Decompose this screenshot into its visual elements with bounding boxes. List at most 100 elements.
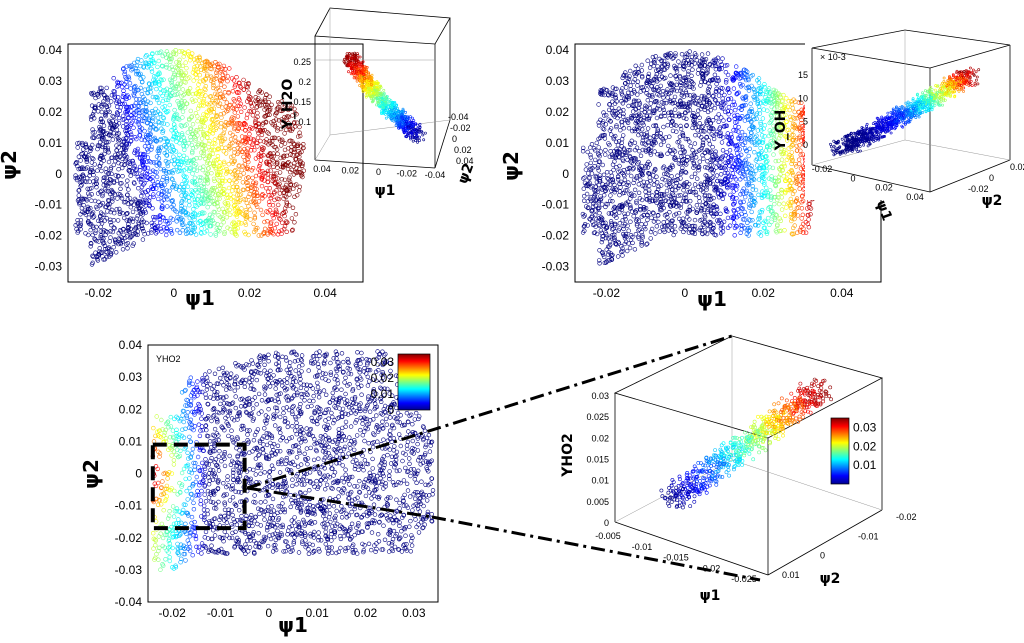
scatter-point [136,177,142,182]
scatter-point [183,192,188,198]
scatter-point [212,158,217,163]
scatter-point [160,206,165,212]
scatter-point [213,166,219,172]
scatter3d-point [411,139,415,143]
scatter-point [218,111,224,117]
scatter3d-point [358,84,362,87]
y-tick-label: 0 [55,167,62,181]
scatter-point [225,225,230,230]
scatter-point [679,51,685,57]
scatter-point [207,155,212,160]
scatter-point [226,162,232,167]
scatter-point [179,133,185,138]
scatter-point [256,96,261,101]
scatter-point [246,194,251,200]
scatter-point [270,203,276,208]
scatter-point [167,188,172,194]
scatter-point [673,187,678,193]
scatter3d-point [355,79,359,83]
scatter-point [290,205,296,211]
scatter-point [87,186,92,192]
scatter-point [249,188,254,194]
scatter3d-point [410,116,414,120]
scatter-point [654,115,660,121]
scatter-point [244,212,249,218]
scatter-point [130,219,136,224]
scatter-point [241,171,246,176]
scatter-point [267,163,272,168]
panel-top-right: -0.02 0 0.02 0.040.040.030.020.010-0.01-0.0… [499,29,1024,311]
scatter-point [290,113,295,118]
scatter-point [184,101,190,106]
scatter-point [95,168,100,173]
scatter-point [195,106,201,111]
scatter-point [153,106,158,112]
scatter-point [119,181,124,186]
scatter-point [216,183,221,189]
scatter-point [655,103,661,109]
scatter-point [288,182,293,188]
scatter-point [248,217,253,222]
scatter-point [222,200,228,205]
scatter-point [241,77,246,83]
scatter-point [76,188,81,193]
scatter-point [159,229,164,234]
scatter-point [97,139,103,145]
scatter-point [90,127,95,132]
scatter-point [111,179,117,184]
scatter-point [116,121,122,126]
scatter-point [222,90,228,95]
scatter-point [243,220,248,225]
scatter-point [151,116,156,121]
scatter-point [296,134,301,139]
scatter-point [243,208,249,213]
scatter-point [618,185,623,190]
scatter-point [93,228,99,233]
scatter-point [247,94,252,99]
scatter-point [106,150,111,155]
scatter-point [223,178,228,184]
scatter-point [135,59,140,64]
scatter-point [289,144,294,150]
scatter-point [289,216,295,221]
scatter-point [135,213,140,219]
scatter-point [644,87,650,92]
scatter-point [261,120,266,126]
scatter-point [275,151,280,157]
scatter-point [733,64,739,69]
scatter-point [184,65,189,71]
scatter-point [263,98,268,103]
y-tick-label: -0.03 [35,260,63,274]
scatter-point [164,110,169,115]
scatter-point [654,224,659,229]
scatter-point [220,66,225,71]
scatter-point [201,100,206,105]
scatter-point [188,161,194,166]
scatter-point [287,179,293,185]
scatter-point [218,82,224,87]
scatter-point [239,167,245,173]
scatter-point [101,182,107,188]
scatter-point [227,212,233,218]
scatter-point [276,213,281,218]
scatter-point [180,222,185,228]
scatter-point [261,153,266,158]
scatter-point [109,92,115,98]
panel-a-3d-inset: 0.250.20.150.10.04 0.02 0 -0.02 -0.04-0.04-0… [280,7,477,199]
scatter-point [271,174,277,179]
scatter-point [101,99,106,104]
scatter-point [225,78,230,84]
scatter-point [198,88,203,94]
scatter-point [660,176,665,182]
scatter3d-point [358,55,362,59]
scatter-point [238,147,243,152]
scatter-point [251,193,257,198]
scatter-point [271,216,276,221]
scatter-point [705,227,711,232]
scatter-point [149,66,154,72]
scatter-point [665,122,670,128]
scatter-point [91,156,96,162]
scatter-point [294,157,299,162]
scatter-point [130,216,136,222]
scatter-point [124,211,129,217]
